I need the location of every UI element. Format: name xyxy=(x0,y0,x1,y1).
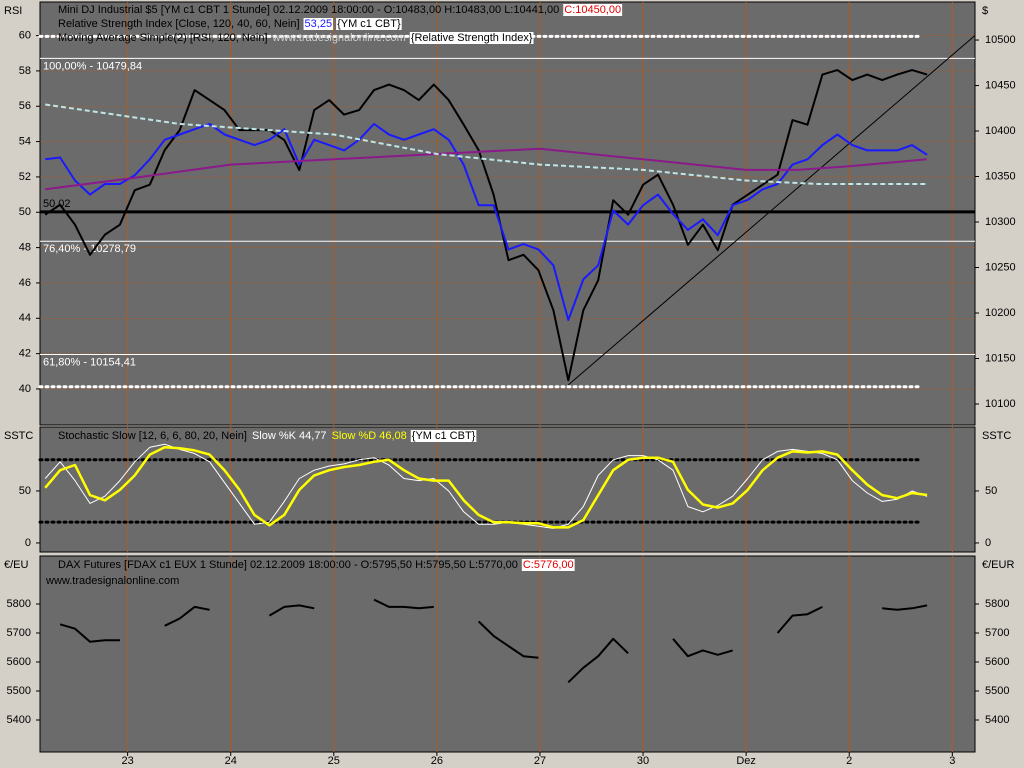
level-label: 61,80% - 10154,41 xyxy=(43,356,136,368)
y2-tick-label: 5600 xyxy=(985,656,1009,668)
legend-box xyxy=(336,18,402,30)
y-tick-label: 5600 xyxy=(7,656,31,668)
legend-text: 53,25 xyxy=(305,18,333,30)
y-tick-label: 50 xyxy=(19,206,31,218)
x-tick-label: 26 xyxy=(431,755,443,767)
y-tick-label: 40 xyxy=(19,383,31,395)
y-tick-label: 54 xyxy=(19,135,31,147)
y-tick-label: 5400 xyxy=(7,714,31,726)
y2-tick-label: 10100 xyxy=(985,398,1016,410)
x-tick-label: 24 xyxy=(225,755,237,767)
plot-area xyxy=(39,555,976,753)
x-tick-label: Dez xyxy=(736,755,756,767)
x-tick-label: 30 xyxy=(637,755,649,767)
y2-tick-label: 0 xyxy=(985,537,991,549)
level-label: 76,40% - 10278,79 xyxy=(43,243,136,255)
legend-text: Slow %K 44,77 xyxy=(252,430,327,442)
legend-text: Mini DJ Industrial $5 [YM c1 CBT 1 Stund… xyxy=(58,4,559,16)
legend-box xyxy=(303,18,334,30)
legend-box xyxy=(409,32,534,44)
y2-tick-label: 5500 xyxy=(985,685,1009,697)
y-tick-label: 44 xyxy=(19,312,31,324)
legend-box xyxy=(410,430,477,442)
y2-tick-label: 5800 xyxy=(985,598,1009,610)
x-tick-label: 25 xyxy=(328,755,340,767)
y2-tick-label: 10450 xyxy=(985,79,1016,91)
series-line xyxy=(45,103,927,185)
y-axis-label: RSI xyxy=(4,5,22,17)
y2-axis-label: SSTC xyxy=(982,430,1011,442)
y-tick-label: 5700 xyxy=(7,627,31,639)
plot-area xyxy=(39,1,976,426)
legend-text: Slow %D 46,08 xyxy=(332,430,407,442)
legend-text: C:5776,00 xyxy=(523,559,574,571)
series-line xyxy=(44,69,928,382)
y-axis-label: €/EU xyxy=(4,559,29,571)
x-tick-label: 3 xyxy=(949,755,955,767)
x-tick-label: 23 xyxy=(121,755,133,767)
legend-text: Relative Strength Index [Close, 120, 40,… xyxy=(58,18,300,30)
trend-line xyxy=(567,35,976,386)
legend-text: Stochastic Slow [12, 6, 6, 80, 20, Nein] xyxy=(58,430,247,442)
series-line xyxy=(45,122,928,321)
legend-text: Moving Average Simple(2) [RSI, 120, Nein… xyxy=(58,32,268,44)
y2-axis-label: €/EUR xyxy=(982,559,1014,571)
y-tick-label: 58 xyxy=(19,65,31,77)
y2-tick-label: 10500 xyxy=(985,34,1016,46)
x-tick-label: 2 xyxy=(846,755,852,767)
legend-text: {Relative Strength Index} xyxy=(411,32,533,44)
y-tick-label: 48 xyxy=(19,242,31,254)
y2-tick-label: 10350 xyxy=(985,170,1016,182)
level-label: 50,02 xyxy=(43,198,71,210)
y-tick-label: 5800 xyxy=(7,598,31,610)
y2-tick-label: 10400 xyxy=(985,125,1016,137)
series-line xyxy=(44,446,928,529)
legend-box xyxy=(563,4,623,16)
legend-text: {YM c1 CBT} xyxy=(337,18,401,30)
y2-tick-label: 10300 xyxy=(985,216,1016,228)
legend-text: www.tradesignalonline.com xyxy=(45,575,179,587)
y-axis-label: SSTC xyxy=(4,430,33,442)
y-tick-label: 50 xyxy=(19,485,31,497)
level-label: 100,00% - 10479,84 xyxy=(43,60,142,72)
y-tick-label: 60 xyxy=(19,29,31,41)
legend-text: {YM c1 CBT} xyxy=(412,430,476,442)
y-tick-label: 52 xyxy=(19,171,31,183)
series-line xyxy=(59,598,928,684)
legend-box xyxy=(521,559,575,571)
y2-tick-label: 10250 xyxy=(985,261,1016,273)
y-tick-label: 56 xyxy=(19,100,31,112)
y-tick-label: 5500 xyxy=(7,685,31,697)
series-line xyxy=(44,443,928,529)
y-tick-label: 42 xyxy=(19,348,31,360)
y2-tick-label: 10150 xyxy=(985,352,1016,364)
plot-area xyxy=(39,426,976,553)
y2-tick-label: 5700 xyxy=(985,627,1009,639)
y2-tick-label: 5400 xyxy=(985,714,1009,726)
legend-text: www.tradesignalonline.com xyxy=(272,32,406,44)
x-tick-label: 27 xyxy=(534,755,546,767)
y-tick-label: 46 xyxy=(19,277,31,289)
legend-text: DAX Futures [FDAX c1 EUX 1 Stunde] 02.12… xyxy=(58,559,518,571)
y-tick-label: 0 xyxy=(25,537,31,549)
y2-tick-label: 10200 xyxy=(985,307,1016,319)
y2-axis-label: $ xyxy=(982,5,988,17)
series-line xyxy=(45,147,927,191)
y2-tick-label: 50 xyxy=(985,485,997,497)
legend-text: C:10450,00 xyxy=(564,4,621,16)
